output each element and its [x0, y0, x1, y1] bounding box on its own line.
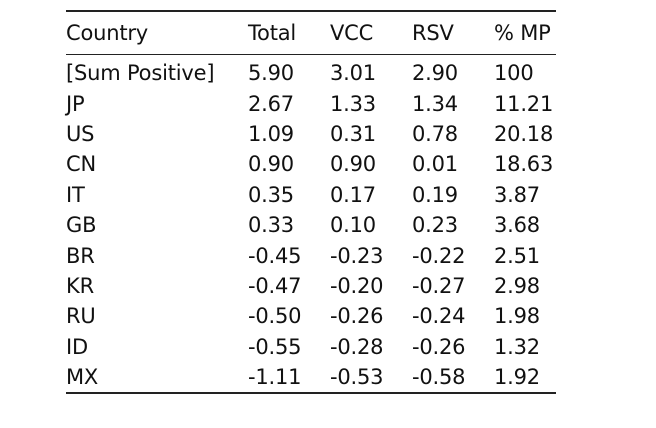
header-pct-mp: % MP — [494, 21, 551, 45]
rsv-cell: 0.23 — [412, 213, 458, 238]
table-row: RU -0.50 -0.26 -0.24 1.98 — [66, 301, 556, 331]
country-cell: KR — [66, 273, 94, 298]
pct-mp-cell: 11.21 — [494, 91, 554, 116]
rsv-cell: -0.58 — [412, 365, 466, 390]
pct-mp-cell: 18.63 — [494, 152, 554, 177]
country-table: Country Total VCC RSV % MP — [66, 12, 556, 54]
rsv-cell: 0.01 — [412, 152, 458, 177]
header-country: Country — [66, 21, 149, 45]
header-rule — [66, 54, 556, 55]
total-cell: 0.35 — [248, 182, 294, 207]
vcc-cell: -0.26 — [330, 304, 384, 329]
rsv-cell: -0.24 — [412, 304, 466, 329]
vcc-cell: 1.33 — [330, 91, 376, 116]
country-cell: GB — [66, 213, 97, 238]
pct-mp-cell: 20.18 — [494, 121, 554, 146]
table-row: CN 0.90 0.90 0.01 18.63 — [66, 149, 556, 179]
table-row: MX -1.11 -0.53 -0.58 1.92 — [66, 362, 556, 392]
bottom-rule — [66, 392, 556, 395]
header-rsv: RSV — [412, 21, 454, 45]
pct-mp-cell: 2.98 — [494, 273, 540, 298]
country-cell: CN — [66, 152, 96, 177]
rsv-cell: -0.22 — [412, 243, 466, 268]
table-row: KR -0.47 -0.20 -0.27 2.98 — [66, 271, 556, 301]
total-cell: -0.55 — [248, 334, 302, 359]
vcc-cell: -0.23 — [330, 243, 384, 268]
data-table: Country Total VCC RSV % MP [Sum Positive… — [66, 10, 556, 395]
total-cell: 1.09 — [248, 121, 294, 146]
table-header: Country Total VCC RSV % MP — [66, 12, 556, 54]
vcc-cell: -0.28 — [330, 334, 384, 359]
top-rule — [66, 10, 556, 12]
country-cell: ID — [66, 334, 88, 359]
pct-mp-cell: 1.92 — [494, 365, 540, 390]
country-cell: IT — [66, 182, 85, 207]
table-row: US 1.09 0.31 0.78 20.18 — [66, 119, 556, 149]
total-cell: -0.45 — [248, 243, 302, 268]
table-row: IT 0.35 0.17 0.19 3.87 — [66, 180, 556, 210]
table-body: [Sum Positive] 5.90 3.01 2.90 100 JP 2.67 1.33 1… — [66, 55, 556, 392]
total-cell: 2.67 — [248, 91, 294, 116]
header-row: Country Total VCC RSV % MP — [66, 12, 556, 54]
header-vcc: VCC — [330, 21, 374, 45]
total-cell: 5.90 — [248, 61, 294, 86]
pct-mp-cell: 3.68 — [494, 213, 540, 238]
pct-mp-cell: 100 — [494, 61, 534, 86]
rsv-cell: 2.90 — [412, 61, 458, 86]
vcc-cell: -0.53 — [330, 365, 384, 390]
table-row: JP 2.67 1.33 1.34 11.21 — [66, 88, 556, 118]
country-cell: BR — [66, 243, 95, 268]
country-cell: US — [66, 121, 95, 146]
vcc-cell: 0.90 — [330, 152, 376, 177]
table-row: ID -0.55 -0.28 -0.26 1.32 — [66, 332, 556, 362]
country-cell: [Sum Positive] — [66, 61, 215, 86]
rsv-cell: -0.26 — [412, 334, 466, 359]
country-table-body: [Sum Positive] 5.90 3.01 2.90 100 JP 2.67 1.33 1… — [66, 55, 556, 392]
table-row: [Sum Positive] 5.90 3.01 2.90 100 — [66, 55, 556, 88]
header-total: Total — [248, 21, 297, 45]
vcc-cell: 0.31 — [330, 121, 376, 146]
pct-mp-cell: 2.51 — [494, 243, 540, 268]
total-cell: -0.47 — [248, 273, 302, 298]
total-cell: 0.33 — [248, 213, 294, 238]
pct-mp-cell: 1.98 — [494, 304, 540, 329]
total-cell: -0.50 — [248, 304, 302, 329]
vcc-cell: 0.17 — [330, 182, 376, 207]
total-cell: -1.11 — [248, 365, 302, 390]
table-row: GB 0.33 0.10 0.23 3.68 — [66, 210, 556, 240]
pct-mp-cell: 1.32 — [494, 334, 540, 359]
rsv-cell: -0.27 — [412, 273, 466, 298]
rsv-cell: 0.78 — [412, 121, 458, 146]
total-cell: 0.90 — [248, 152, 294, 177]
country-cell: JP — [66, 91, 85, 116]
country-cell: MX — [66, 365, 99, 390]
vcc-cell: -0.20 — [330, 273, 384, 298]
vcc-cell: 3.01 — [330, 61, 376, 86]
vcc-cell: 0.10 — [330, 213, 376, 238]
pct-mp-cell: 3.87 — [494, 182, 540, 207]
rsv-cell: 0.19 — [412, 182, 458, 207]
country-cell: RU — [66, 304, 96, 329]
table-row: BR -0.45 -0.23 -0.22 2.51 — [66, 240, 556, 270]
rsv-cell: 1.34 — [412, 91, 458, 116]
